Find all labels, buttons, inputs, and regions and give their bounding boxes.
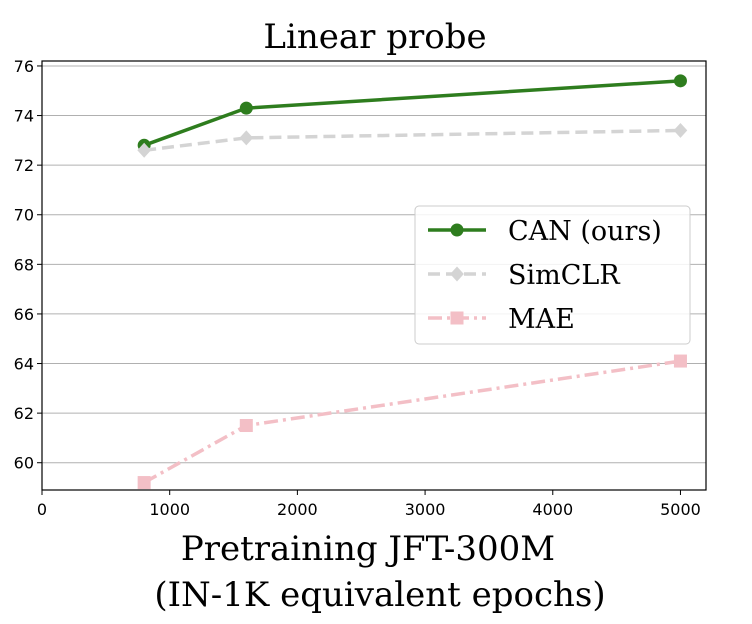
x-axis-label-line-2: (IN-1K equivalent epochs): [154, 575, 605, 615]
legend-label-0: CAN (ours): [508, 216, 662, 247]
series-2-point-1: [239, 419, 253, 433]
y-tick-label-76: 76: [14, 57, 34, 76]
legend: CAN (ours) SimCLR MAE: [414, 205, 691, 345]
x-tick-label-5000: 5000: [660, 500, 701, 519]
x-tick-label-2000: 2000: [277, 500, 318, 519]
y-tick-label-60: 60: [14, 454, 34, 473]
y-tick-label-68: 68: [14, 255, 34, 274]
series-1-point-2: [673, 122, 688, 138]
x-tick-label-3000: 3000: [405, 500, 446, 519]
plot-frame: [41, 60, 707, 491]
y-tick-label-70: 70: [14, 206, 34, 225]
x-tick-label-4000: 4000: [532, 500, 573, 519]
y-tick-label-62: 62: [14, 404, 34, 423]
y-tick-label-64: 64: [14, 355, 34, 374]
series-line-2: [143, 359, 681, 485]
series-2-point-2: [673, 354, 687, 368]
series-line-1: [143, 128, 681, 153]
series-0-point-1: [239, 101, 253, 115]
legend-marker-2: [450, 311, 464, 325]
legend-label-2: MAE: [508, 304, 575, 335]
legend-marker-1: [450, 266, 464, 282]
legend-marker-0: [450, 223, 464, 237]
x-tick-label-0: 0: [37, 500, 47, 519]
series-0-point-2: [673, 74, 687, 88]
x-tick-label-1000: 1000: [149, 500, 190, 519]
y-tick-label-66: 66: [14, 305, 34, 324]
x-axis: 0 1000 2000 3000 4000 5000: [37, 490, 701, 519]
legend-label-1: SimCLR: [508, 260, 620, 291]
series-1-point-0: [137, 142, 151, 158]
series-layer: [137, 74, 688, 490]
grid-lines: [42, 65, 706, 464]
y-tick-label-72: 72: [14, 156, 34, 175]
series-2-point-0: [137, 476, 151, 490]
legend-box: [414, 205, 691, 345]
y-axis: 60 62 64 66 68 70 72 74 76: [14, 57, 42, 473]
series-line-0: [143, 79, 681, 147]
series-1-point-1: [239, 130, 254, 146]
x-axis-label-line-1: Pretraining JFT-300M: [181, 529, 555, 569]
chart-title: Linear probe: [263, 17, 486, 57]
y-tick-label-74: 74: [14, 107, 34, 126]
